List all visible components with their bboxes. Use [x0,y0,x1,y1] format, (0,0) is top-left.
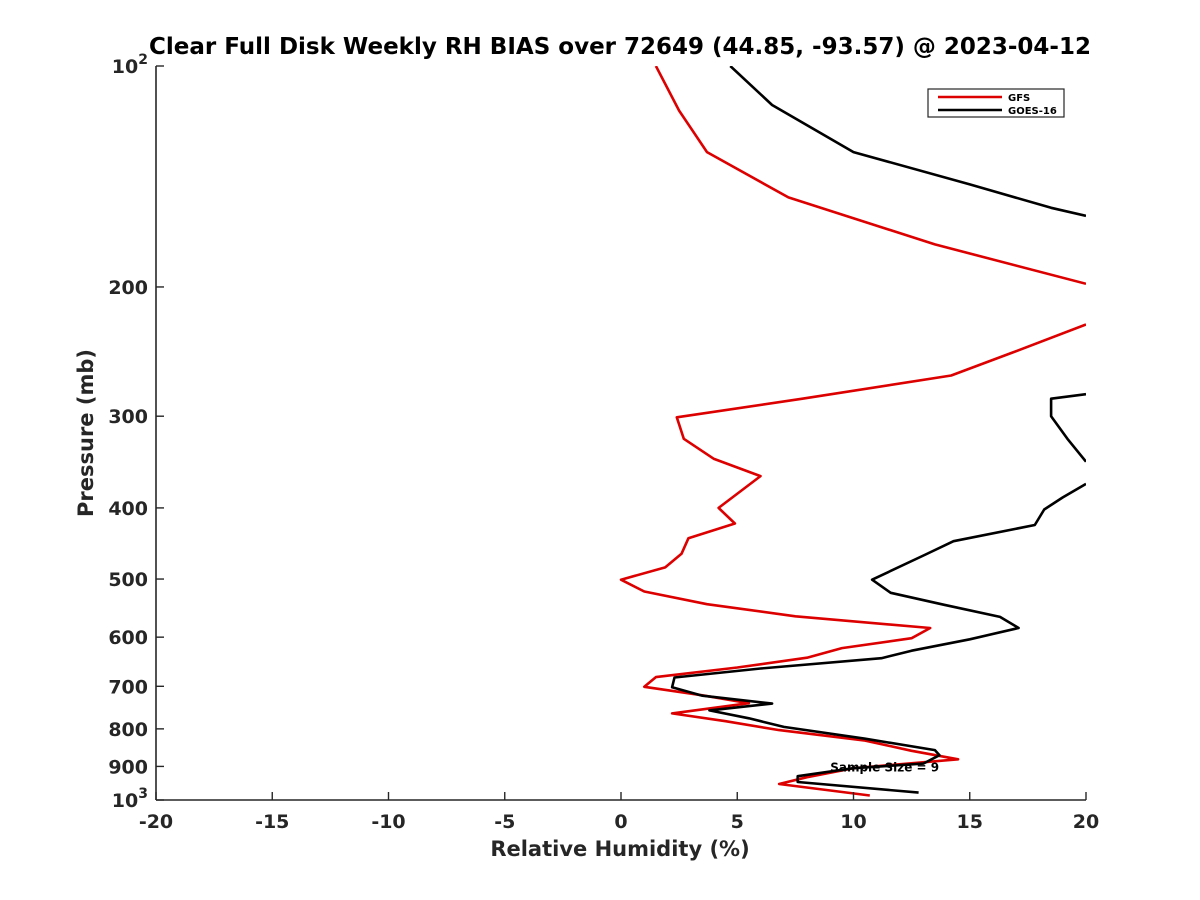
series-line-gfs-1 [654,66,1086,286]
y-axis: 102 200 300 400 500 600 700 800 900 103 [108,52,164,812]
legend-box [927,88,1065,118]
legend-label: GFS [1008,93,1030,104]
x-tick-label: 15 [957,811,983,833]
x-axis-title: Relative Humidity (%) [490,837,749,861]
x-tick-label: -15 [255,811,289,833]
series-layer [619,66,1086,797]
legend: GFS GOES-16 [927,88,1065,118]
chart-title: Clear Full Disk Weekly RH BIAS over 7264… [149,34,1091,60]
series-line-goes-16-3 [670,482,1086,794]
y-tick-label: 400 [108,498,148,520]
x-tick-label: -5 [494,811,515,833]
x-tick-label: 10 [840,811,866,833]
legend-label: GOES-16 [1008,106,1057,117]
series-line-goes-16-2 [1049,392,1086,463]
x-axis: -20 -15 -10 -5 0 5 10 15 20 [139,792,1099,833]
y-tick-label: 800 [108,719,148,741]
y-tick-label: 103 [112,786,148,812]
series-line-gfs-2 [619,323,1086,797]
x-tick-label: -10 [371,811,405,833]
y-tick-label: 700 [108,676,148,698]
y-tick-label: 500 [108,569,148,591]
x-tick-label: -20 [139,811,173,833]
x-tick-label: 20 [1073,811,1099,833]
x-tick-label: 0 [614,811,627,833]
y-tick-label: 102 [112,52,148,78]
y-tick-label: 300 [108,406,148,428]
y-tick-label: 200 [108,277,148,299]
series-line-goes-16-1 [729,66,1086,218]
y-axis-title: Pressure (mb) [74,349,98,517]
y-tick-label: 900 [108,756,148,778]
sample-size-annotation: Sample Size = 9 [830,760,939,774]
y-tick-label: 600 [108,627,148,649]
x-tick-label: 5 [731,811,744,833]
